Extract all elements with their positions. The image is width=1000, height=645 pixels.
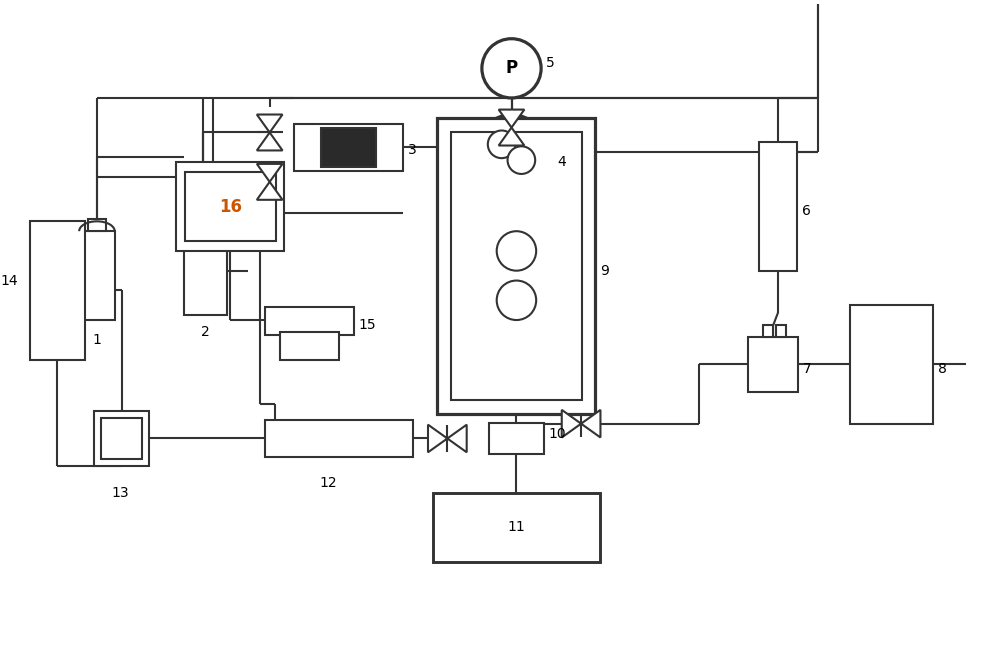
Bar (208, 210, 218, 221)
Text: 8: 8 (938, 362, 947, 377)
Bar (763, 326, 773, 337)
Text: 16: 16 (219, 197, 242, 215)
Bar (776, 326, 786, 337)
Bar (176, 162, 284, 251)
Bar (280, 332, 339, 359)
Bar (321, 128, 376, 167)
Circle shape (488, 130, 515, 158)
Circle shape (474, 115, 549, 190)
Bar (265, 307, 354, 335)
Polygon shape (562, 410, 581, 437)
Text: P: P (505, 59, 518, 77)
Polygon shape (428, 424, 447, 452)
Circle shape (497, 281, 536, 320)
Bar (850, 305, 933, 424)
Text: 4: 4 (557, 155, 566, 169)
Text: 7: 7 (803, 362, 811, 377)
Polygon shape (257, 164, 283, 182)
Text: 13: 13 (112, 486, 129, 500)
Bar (94, 412, 149, 466)
Polygon shape (257, 115, 283, 132)
Bar (265, 420, 413, 457)
Bar (30, 221, 85, 359)
Polygon shape (447, 424, 467, 452)
Polygon shape (257, 182, 283, 200)
Text: 6: 6 (802, 204, 811, 219)
Text: 11: 11 (508, 521, 525, 534)
Text: 12: 12 (319, 476, 337, 490)
Text: 14: 14 (1, 273, 18, 288)
Polygon shape (257, 132, 283, 150)
Bar (184, 221, 227, 315)
Bar (294, 124, 403, 171)
Circle shape (497, 231, 536, 271)
Bar (437, 117, 595, 414)
Text: 9: 9 (600, 264, 609, 278)
Bar (748, 337, 798, 392)
Bar (759, 143, 797, 271)
Bar (79, 231, 115, 320)
Polygon shape (581, 410, 600, 437)
Text: 1: 1 (92, 333, 101, 347)
Bar (433, 493, 600, 562)
Text: 15: 15 (359, 318, 376, 332)
Bar (451, 132, 582, 400)
Text: 10: 10 (549, 426, 566, 441)
Text: 2: 2 (201, 325, 209, 339)
Text: 5: 5 (546, 56, 555, 70)
Bar (101, 418, 142, 459)
Polygon shape (499, 128, 524, 146)
Circle shape (482, 39, 541, 98)
Polygon shape (499, 110, 524, 128)
Bar (185, 172, 276, 241)
Text: 3: 3 (408, 143, 417, 157)
Circle shape (508, 146, 535, 174)
Bar (198, 210, 207, 221)
Bar (88, 219, 106, 231)
Bar (489, 422, 544, 454)
